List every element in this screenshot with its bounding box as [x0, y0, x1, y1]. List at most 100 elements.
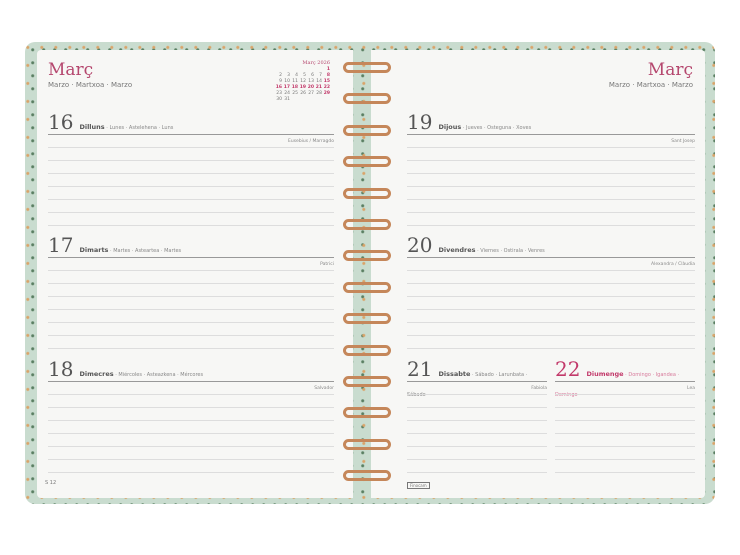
writing-line	[407, 296, 695, 297]
day-divider	[407, 134, 695, 135]
calendar-day: 15	[323, 79, 330, 84]
writing-line	[48, 186, 334, 187]
writing-line	[48, 420, 334, 421]
day-header: 19 Dijous · Jueves · Osteguna · Xoves	[407, 110, 695, 134]
calendar-day: 1	[326, 67, 330, 72]
left-page: Març Marzo · Martxoa · Marzo Març 2026 1…	[37, 50, 353, 498]
day-header: 20 Divendres · Viernes · Ostirala · Venre…	[407, 233, 695, 257]
day-translations: · Jueves · Osteguna · Xoves	[461, 125, 532, 131]
calendar-day: 26	[300, 91, 306, 96]
calendar-day: 7	[319, 73, 322, 78]
writing-line	[407, 173, 695, 174]
spiral-ring	[343, 438, 391, 450]
calendar-day	[298, 97, 306, 103]
calendar-day: 6	[311, 73, 314, 78]
calendar-day: 8	[326, 73, 330, 78]
writing-line	[407, 283, 695, 284]
saint-name: Patrici	[320, 262, 334, 267]
spiral-ring	[343, 93, 391, 105]
month-title: Març	[647, 60, 693, 80]
calendar-day: 24	[284, 91, 290, 96]
calendar-day	[314, 97, 322, 103]
calendar-day: 20	[307, 85, 314, 90]
calendar-day: 27	[308, 91, 314, 96]
day-translations: · Miércoles · Asteazkena · Mércores	[113, 372, 204, 378]
day-number: 17	[48, 233, 74, 257]
day-divider	[48, 134, 334, 135]
calendar-day: 19	[299, 85, 306, 90]
writing-line	[48, 160, 334, 161]
day-number: 19	[407, 110, 433, 134]
day-translations: · Lunes · Astelehena · Luns	[104, 125, 174, 131]
writing-line	[407, 199, 695, 200]
day-translations: · Sábado · Larunbata · Sábado	[407, 372, 528, 398]
calendar-day: 10	[284, 79, 290, 84]
day-translations: · Martes · Asteartea · Martes	[108, 248, 182, 254]
calendar-day: 21	[315, 85, 322, 90]
calendar-day: 11	[292, 79, 298, 84]
day-name: Dimarts	[79, 246, 109, 254]
spiral-ring	[343, 313, 391, 325]
mini-calendar-title: Març 2026	[302, 60, 330, 66]
writing-line	[48, 225, 334, 226]
writing-line	[48, 322, 334, 323]
month-subtitle: Marzo · Martxoa · Marzo	[608, 81, 693, 89]
calendar-day: 30	[276, 97, 282, 102]
month-subtitle: Marzo · Martxoa · Marzo	[48, 81, 133, 89]
writing-line	[555, 472, 695, 473]
calendar-day: 2	[279, 73, 282, 78]
day-translations: · Domingo · Igandea · Domingo	[555, 372, 680, 398]
day-header: 18 Dimecres · Miércoles · Asteazkena · Mé…	[48, 357, 334, 381]
writing-line	[555, 420, 695, 421]
saint-name: Eusebius / Marragdo	[288, 139, 334, 144]
calendar-day: 3	[287, 73, 290, 78]
writing-line	[48, 309, 334, 310]
writing-line	[407, 407, 547, 408]
calendar-day	[290, 97, 298, 103]
calendar-day: 14	[316, 79, 322, 84]
writing-line	[407, 459, 547, 460]
spiral-ring	[343, 124, 391, 136]
writing-line	[407, 446, 547, 447]
day-name: Dijous	[438, 123, 462, 131]
day-number: 22	[555, 357, 581, 381]
writing-line	[48, 446, 334, 447]
writing-line	[48, 147, 334, 148]
day-translations: · Viernes · Ostirala · Venres	[475, 248, 545, 254]
day-name: Dissabte	[438, 370, 471, 378]
day-number: 20	[407, 233, 433, 257]
saint-name: Alexandra / Clàudia	[651, 262, 695, 267]
writing-line	[407, 147, 695, 148]
calendar-day: 4	[295, 73, 298, 78]
month-title: Març	[48, 60, 94, 80]
day-header: 21 Dissabte · Sábado · Larunbata · Sábado	[407, 357, 547, 400]
day-number: 21	[407, 357, 433, 381]
spiral-ring	[343, 187, 391, 199]
writing-line	[48, 394, 334, 395]
writing-line	[407, 472, 547, 473]
day-name: Dilluns	[79, 123, 105, 131]
writing-line	[407, 433, 547, 434]
writing-line	[48, 472, 334, 473]
spiral-ring	[343, 344, 391, 356]
writing-line	[407, 420, 547, 421]
calendar-day: 28	[316, 91, 322, 96]
calendar-day	[322, 97, 330, 103]
right-page: Març Marzo · Martxoa · Marzo Finocam 19 D…	[371, 50, 705, 498]
calendar-day: 22	[323, 85, 330, 90]
writing-line	[48, 212, 334, 213]
writing-line	[407, 270, 695, 271]
day-divider	[407, 381, 547, 382]
spiral-ring	[343, 156, 391, 168]
writing-line	[48, 433, 334, 434]
writing-line	[48, 459, 334, 460]
calendar-day: 9	[279, 79, 282, 84]
writing-line	[555, 407, 695, 408]
writing-line	[48, 199, 334, 200]
spiral-ring	[343, 376, 391, 387]
day-header: 17 Dimarts · Martes · Asteartea · Martes	[48, 233, 334, 257]
writing-line	[555, 446, 695, 447]
saint-name: Lea	[687, 386, 695, 391]
spiral-ring	[343, 470, 391, 482]
calendar-day: 16	[275, 85, 282, 90]
